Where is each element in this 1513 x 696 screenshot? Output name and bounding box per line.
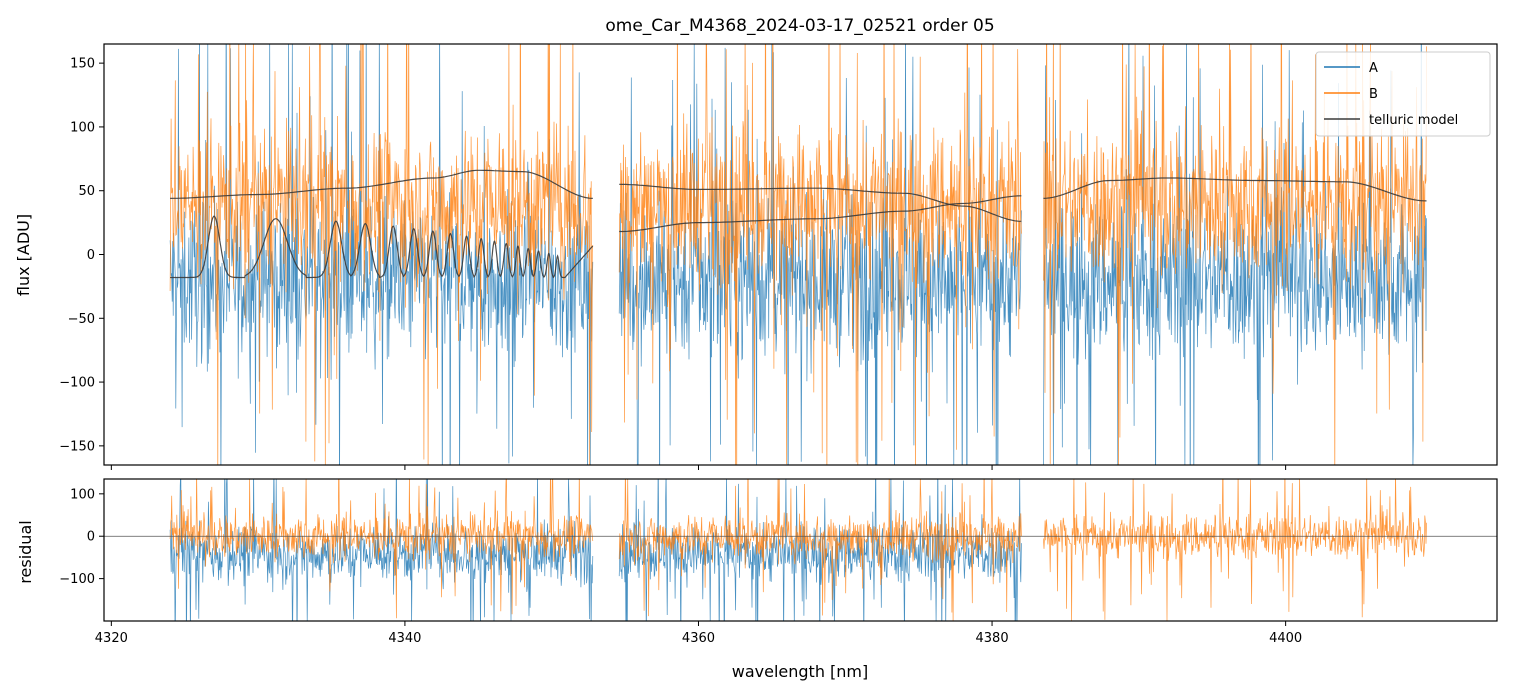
x-tick-label: 4400 bbox=[1269, 631, 1302, 646]
residual-b-segment-2 bbox=[1043, 479, 1427, 621]
legend-label-telluric: telluric model bbox=[1369, 113, 1458, 128]
x-tick-label: 4380 bbox=[976, 631, 1009, 646]
legend-label-a: A bbox=[1369, 61, 1378, 76]
spectrum-b-segment-0 bbox=[169, 44, 594, 465]
spectrum-a-segment-2 bbox=[1043, 44, 1427, 465]
series-telluric-model bbox=[170, 169, 1427, 279]
main-x-axis bbox=[110, 465, 1287, 470]
residual-a-segment-0 bbox=[169, 479, 594, 621]
main-y-tick-label: −50 bbox=[68, 312, 95, 327]
residual-a-segment-1 bbox=[618, 479, 1022, 621]
main-y-tick-label: −100 bbox=[59, 376, 95, 391]
main-plot-area bbox=[169, 44, 1427, 465]
main-y-tick-label: 0 bbox=[87, 248, 95, 263]
main-y-tick-label: 50 bbox=[78, 184, 95, 199]
residual-b-segment-1 bbox=[618, 479, 1022, 621]
telluric-upper-curve-2 bbox=[1043, 177, 1427, 202]
main-y-tick-label: −150 bbox=[59, 439, 95, 454]
residual-b-segment-0 bbox=[169, 479, 594, 619]
main-y-tick-label: 100 bbox=[70, 120, 95, 135]
chart-title: ome_Car_M4368_2024-03-17_02521 order 05 bbox=[605, 16, 994, 36]
telluric-lower-curve bbox=[619, 195, 1022, 233]
legend: A B telluric model bbox=[1315, 51, 1491, 137]
residual-plot-area bbox=[104, 479, 1497, 621]
main-y-axis-label: flux [ADU] bbox=[14, 214, 33, 296]
residual-y-tick-label: 0 bbox=[87, 530, 95, 545]
spectrum-b-segment-1 bbox=[618, 44, 1022, 465]
main-y-axis: −150 −100 −50 0 50 100 150 bbox=[59, 57, 104, 454]
residual-y-axis-label: residual bbox=[16, 520, 35, 583]
x-tick-label: 4320 bbox=[95, 631, 128, 646]
legend-label-b: B bbox=[1369, 87, 1378, 102]
x-axis-label: wavelength [nm] bbox=[732, 662, 869, 681]
spectrum-a-segment-1 bbox=[618, 44, 1022, 465]
residual-y-tick-label: −100 bbox=[59, 572, 95, 587]
telluric-upper-curve-1 bbox=[619, 183, 1022, 222]
residual-x-axis: 4320 4340 4360 4380 4400 bbox=[95, 621, 1302, 646]
residual-axes-frame bbox=[103, 478, 1498, 622]
telluric-upper-curve-0 bbox=[170, 169, 593, 199]
residual-series-b bbox=[169, 479, 1427, 621]
x-tick-label: 4360 bbox=[682, 631, 715, 646]
legend-box bbox=[1315, 51, 1491, 137]
x-tick-label: 4340 bbox=[388, 631, 421, 646]
main-y-tick-label: 150 bbox=[70, 57, 95, 72]
residual-y-axis: −100 0 100 bbox=[59, 487, 104, 587]
telluric-absorption-lines bbox=[170, 215, 594, 279]
residual-series-a bbox=[169, 479, 1022, 621]
residual-y-tick-label: 100 bbox=[70, 487, 95, 502]
